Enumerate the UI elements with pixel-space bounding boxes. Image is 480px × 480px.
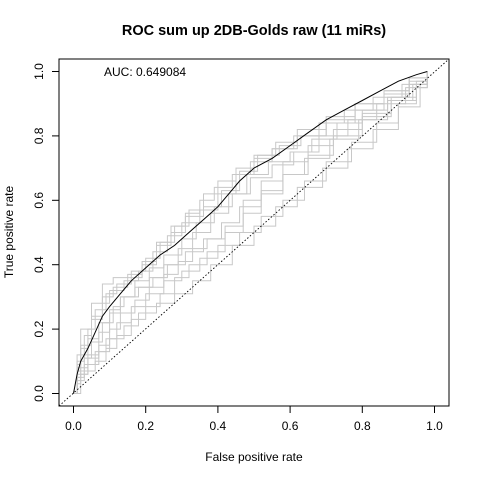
individual-roc-curve-10: [73, 71, 428, 394]
y-tick-label-1: 0.0: [32, 385, 46, 402]
individual-roc-curve-6: [73, 71, 428, 394]
individual-curves-group: [73, 71, 428, 394]
x-tick-label-4: 0.6: [282, 419, 299, 433]
x-tick-label-3: 0.4: [210, 419, 227, 433]
individual-roc-curve-7: [73, 71, 428, 394]
x-tick-label-2: 0.2: [137, 419, 154, 433]
x-axis: 0.0 0.2 0.4 0.6 0.8 1.0: [65, 405, 443, 433]
y-axis-label: True positive rate: [2, 186, 16, 279]
y-tick-label-4: 0.6: [32, 192, 46, 209]
auc-annotation: AUC: 0.649084: [104, 65, 186, 79]
individual-roc-curve-8: [73, 71, 428, 394]
y-axis: 0.0 0.2 0.4 0.6 0.8 1.0: [32, 63, 60, 402]
plot-area: [58, 58, 450, 407]
x-axis-label: False positive rate: [205, 450, 303, 464]
chart-title: ROC sum up 2DB-Golds raw (11 miRs): [122, 23, 386, 39]
y-tick-label-3: 0.4: [32, 256, 46, 273]
y-tick-label-6: 1.0: [32, 63, 46, 80]
average-roc-curve: [73, 71, 428, 394]
y-tick-label-2: 0.2: [32, 320, 46, 337]
x-tick-label-6: 1.0: [426, 419, 443, 433]
y-tick-label-5: 0.8: [32, 127, 46, 144]
x-tick-label-1: 0.0: [65, 419, 82, 433]
individual-roc-curve-5: [73, 71, 428, 394]
individual-roc-curve-11: [73, 71, 428, 394]
chance-diagonal-line: [58, 58, 450, 407]
x-tick-label-5: 0.8: [354, 419, 371, 433]
